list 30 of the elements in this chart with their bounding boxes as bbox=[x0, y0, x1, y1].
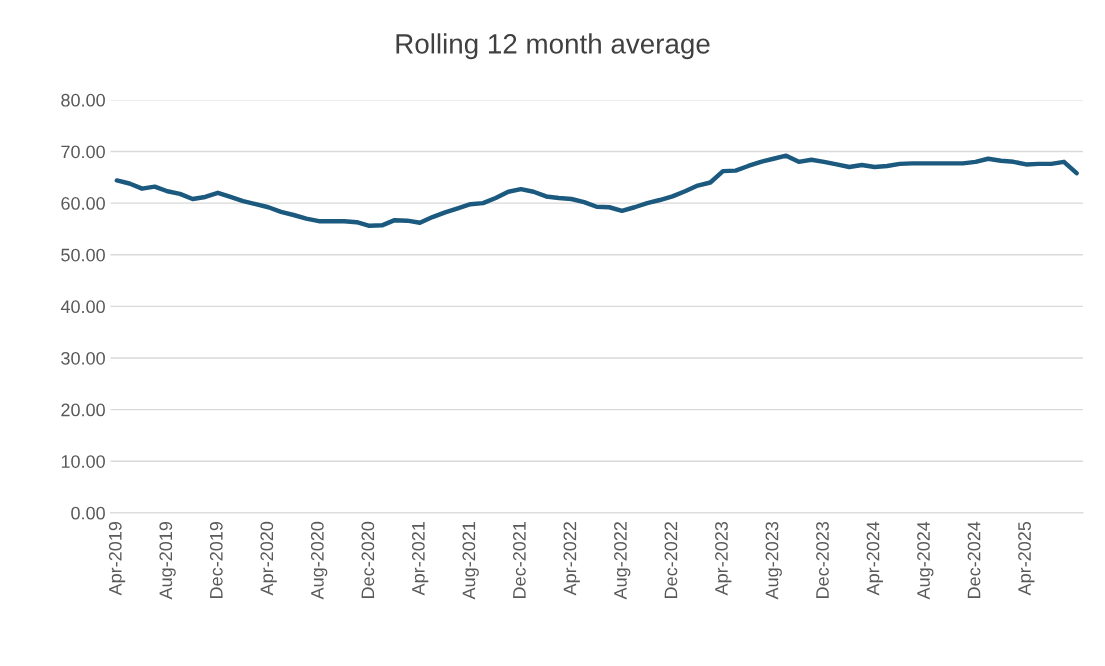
x-tick-label: Aug-2023 bbox=[765, 521, 782, 600]
x-tick-label: Aug-2021 bbox=[462, 522, 479, 600]
y-tick-label: 50.00 bbox=[61, 248, 105, 262]
x-tick-label: Apr-2022 bbox=[563, 522, 580, 596]
x-tick-label: Apr-2020 bbox=[260, 521, 277, 596]
x-tick-label: Apr-2025 bbox=[1018, 521, 1035, 596]
y-tick-label: 20.00 bbox=[61, 403, 105, 417]
y-tick-label: 80.00 bbox=[61, 93, 105, 107]
x-tick-label: Apr-2024 bbox=[866, 521, 883, 596]
y-tick-label: 40.00 bbox=[60, 300, 105, 314]
x-tick-label: Dec-2019 bbox=[209, 522, 223, 598]
y-tick-label: 0.00 bbox=[71, 506, 105, 520]
x-tick-label: Dec-2020 bbox=[361, 521, 375, 598]
x-tick-label: Aug-2024 bbox=[917, 521, 934, 600]
x-tick-label: Apr-2019 bbox=[108, 522, 126, 596]
x-tick-label: Dec-2021 bbox=[512, 522, 526, 598]
y-tick-label: 60.00 bbox=[61, 197, 105, 210]
x-tick-label: Aug-2019 bbox=[159, 522, 176, 600]
y-tick-label: 10.00 bbox=[61, 455, 105, 468]
y-tick-label: 30.00 bbox=[61, 351, 105, 365]
x-tick-label: Apr-2023 bbox=[715, 521, 732, 596]
x-tick-label: Aug-2020 bbox=[310, 521, 328, 600]
x-tick-label: Dec-2024 bbox=[967, 521, 981, 598]
x-tick-label: Apr-2021 bbox=[411, 522, 429, 596]
x-tick-label: Dec-2022 bbox=[664, 522, 678, 598]
y-tick-label: 70.00 bbox=[61, 145, 105, 159]
x-tick-label: Dec-2023 bbox=[816, 521, 829, 598]
x-tick-label: Aug-2022 bbox=[614, 522, 631, 600]
line-series bbox=[114, 153, 1079, 229]
chart-title: Rolling 12 month average bbox=[396, 33, 710, 60]
